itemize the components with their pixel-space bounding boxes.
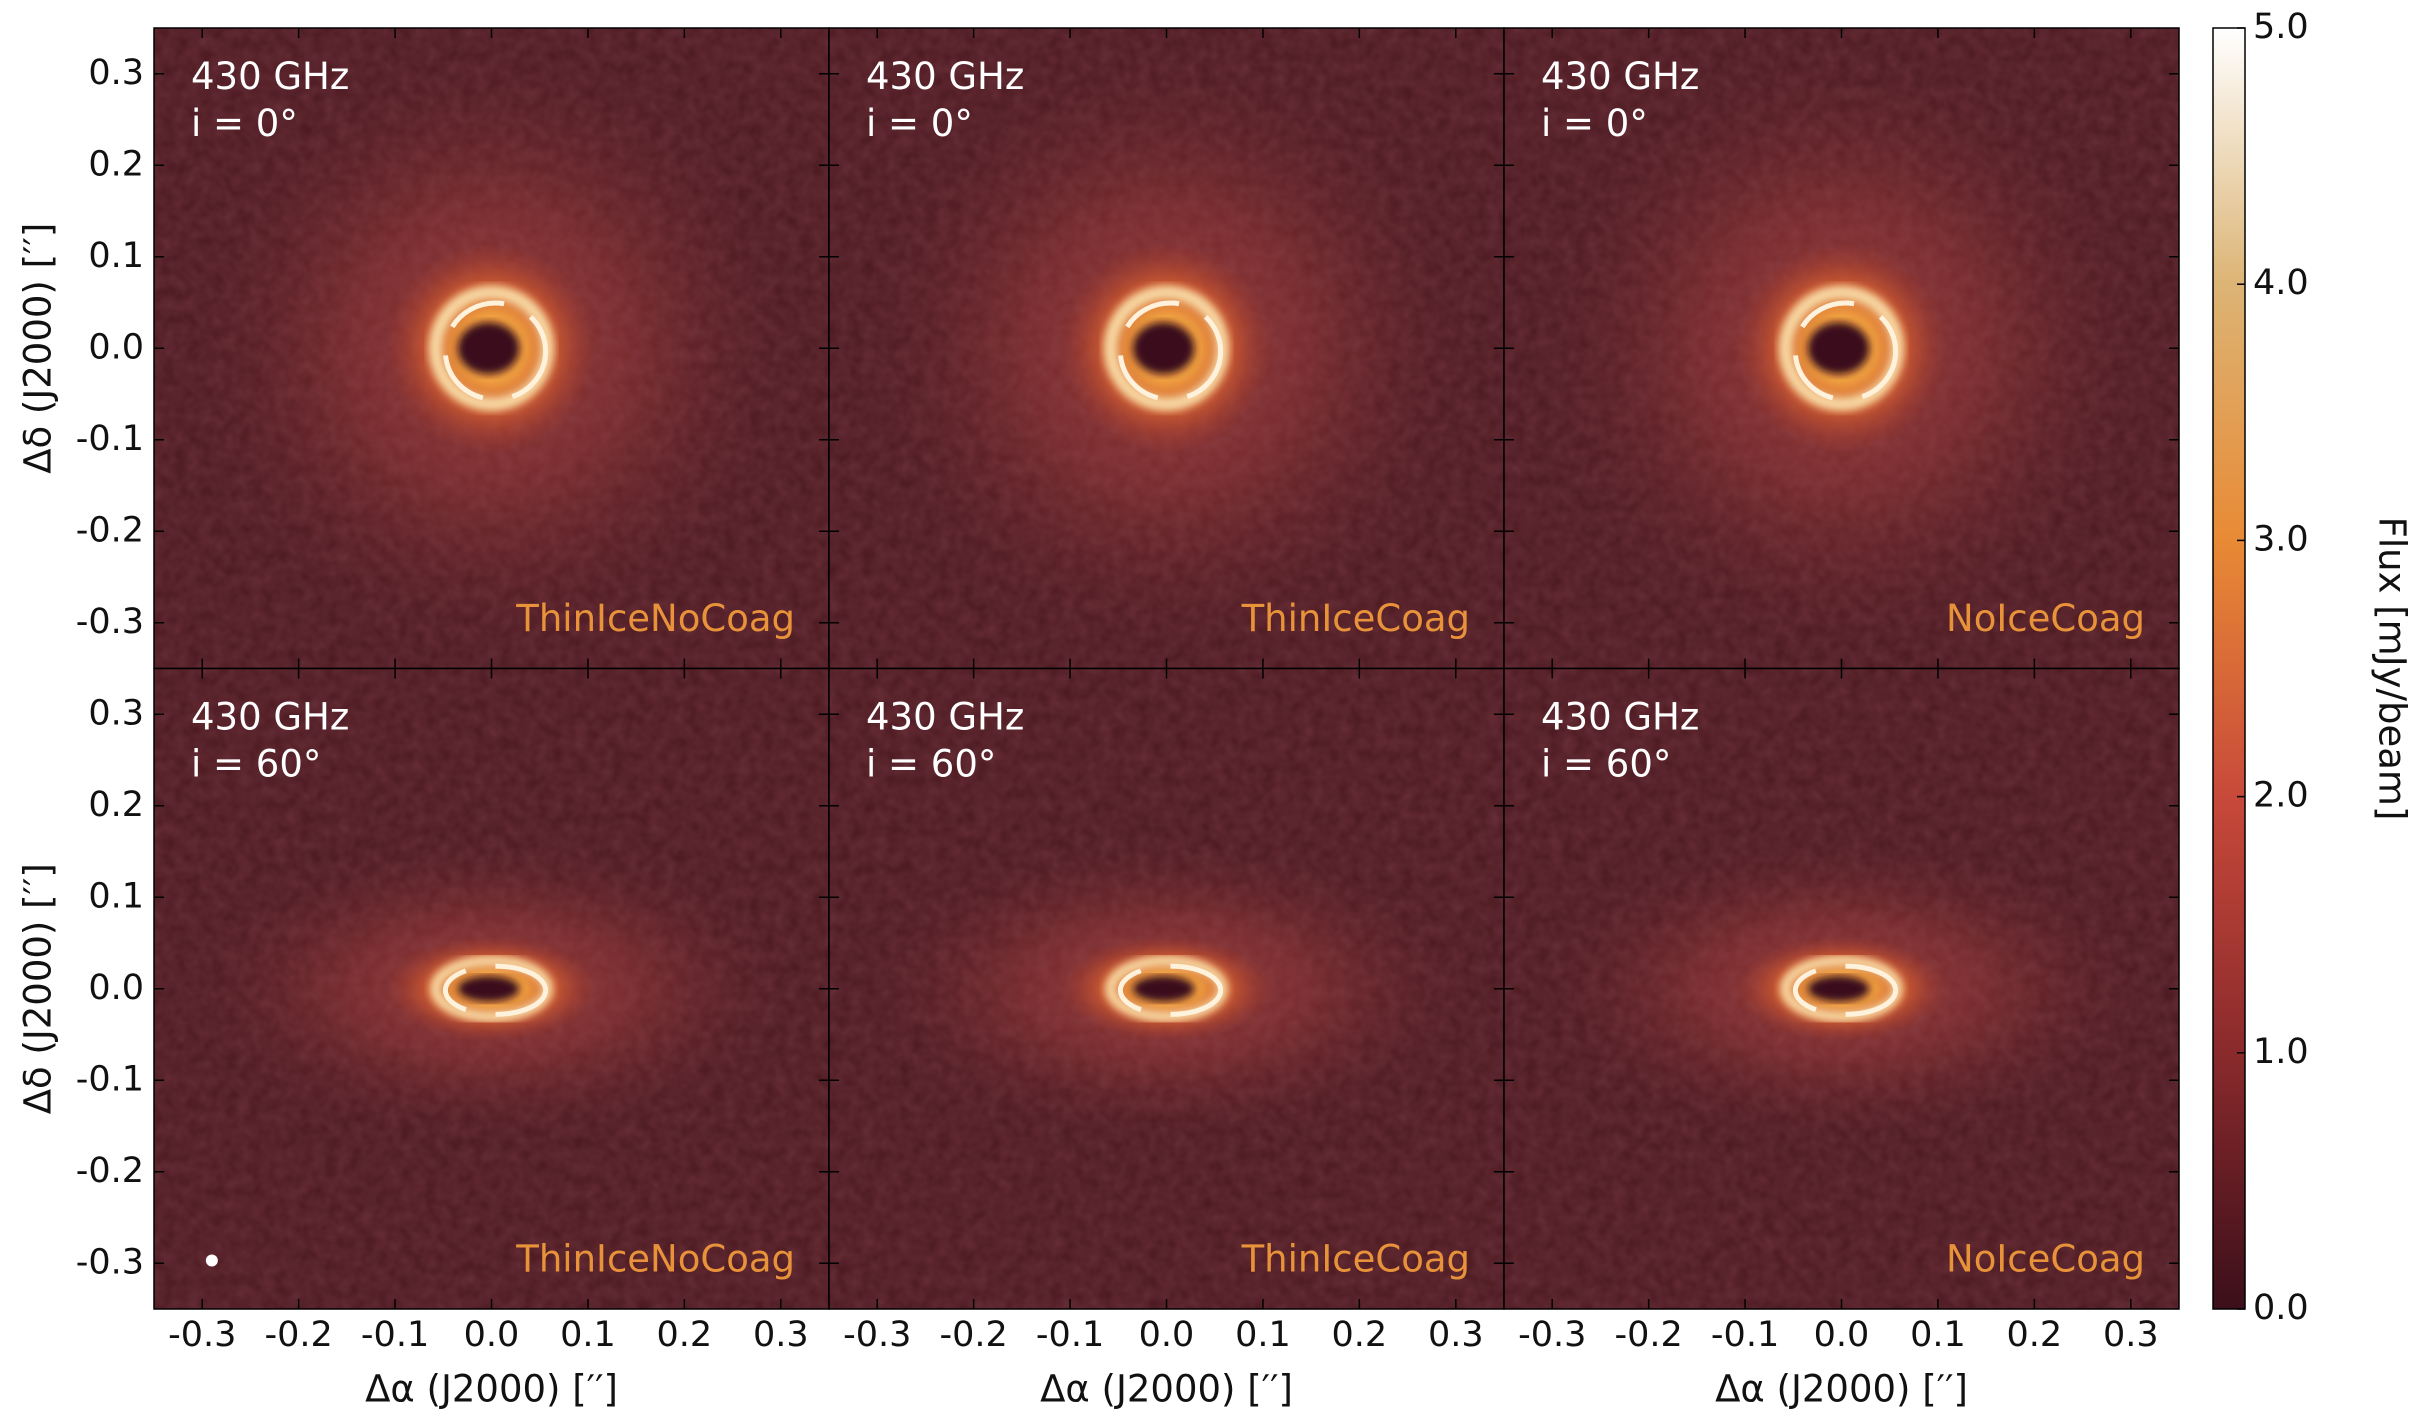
x-tick-label: 0.0 xyxy=(464,1315,520,1355)
cavity xyxy=(1807,322,1870,375)
y-tick-label: 0.2 xyxy=(88,144,144,184)
y-tick-label: -0.3 xyxy=(76,1242,144,1282)
inclination-label: i = 0° xyxy=(866,102,973,145)
y-axis-label: Δδ (J2000) [′′] xyxy=(17,223,60,474)
x-axis-label: Δα (J2000) [′′] xyxy=(1040,1368,1293,1411)
x-tick-label: 0.1 xyxy=(1910,1315,1966,1355)
frequency-label: 430 GHz xyxy=(1541,696,1699,739)
inclination-label: i = 60° xyxy=(191,743,321,786)
inclination-label: i = 0° xyxy=(191,102,298,145)
frequency-label: 430 GHz xyxy=(191,696,349,739)
y-tick-label: 0.0 xyxy=(88,968,144,1008)
y-tick-label: 0.0 xyxy=(88,327,144,367)
x-tick-label: 0.0 xyxy=(1814,1315,1870,1355)
y-tick-label: 0.2 xyxy=(88,785,144,825)
colorbar-label: Flux [mJy/beam] xyxy=(2371,517,2414,821)
ring-core xyxy=(1792,300,1899,402)
panel-image xyxy=(1504,28,2179,669)
beam xyxy=(205,1254,218,1267)
x-tick-label: -0.3 xyxy=(1518,1315,1586,1355)
ring-core xyxy=(1792,963,1899,1017)
x-axis-label: Δα (J2000) [′′] xyxy=(365,1368,618,1411)
model-label: ThinIceCoag xyxy=(1241,1238,1470,1281)
colorbar-tick-label: 0.0 xyxy=(2253,1288,2309,1328)
y-tick-label: -0.3 xyxy=(76,602,144,642)
x-tick-label: -0.3 xyxy=(168,1315,236,1355)
y-tick-label: -0.1 xyxy=(76,1059,144,1099)
x-tick-label: 0.3 xyxy=(753,1315,809,1355)
cavity xyxy=(1132,975,1195,1002)
cavity xyxy=(1132,322,1195,375)
panel-image xyxy=(154,668,829,1309)
model-label: NoIceCoag xyxy=(1946,1238,2145,1281)
x-tick-label: 0.1 xyxy=(560,1315,616,1355)
x-tick-label: -0.2 xyxy=(939,1315,1007,1355)
ring-core xyxy=(1117,300,1224,402)
y-tick-label: -0.2 xyxy=(76,1151,144,1191)
colorbar-tick-label: 5.0 xyxy=(2253,7,2309,47)
ring-core xyxy=(442,300,549,402)
colorbar xyxy=(2212,27,2246,1310)
x-tick-label: 0.3 xyxy=(2103,1315,2159,1355)
y-axis-label: Δδ (J2000) [′′] xyxy=(17,863,60,1114)
x-tick-label: 0.2 xyxy=(657,1315,713,1355)
x-tick-label: -0.2 xyxy=(264,1315,332,1355)
x-tick-label: -0.2 xyxy=(1614,1315,1682,1355)
colorbar-tick-label: 2.0 xyxy=(2253,776,2309,816)
x-tick-label: -0.3 xyxy=(843,1315,911,1355)
frequency-label: 430 GHz xyxy=(866,55,1024,98)
inclination-label: i = 60° xyxy=(866,743,996,786)
cavity xyxy=(457,975,520,1002)
y-tick-label: 0.3 xyxy=(88,53,144,93)
inclination-label: i = 60° xyxy=(1541,743,1671,786)
x-tick-label: 0.2 xyxy=(2007,1315,2063,1355)
colorbar-tick-label: 4.0 xyxy=(2253,263,2309,303)
x-tick-label: -0.1 xyxy=(1036,1315,1104,1355)
x-axis-label: Δα (J2000) [′′] xyxy=(1715,1368,1968,1411)
x-tick-label: -0.1 xyxy=(1711,1315,1779,1355)
y-tick-label: 0.3 xyxy=(88,693,144,733)
y-tick-label: 0.1 xyxy=(88,236,144,276)
ring-core xyxy=(442,963,549,1017)
panel-image xyxy=(1504,668,2179,1309)
x-tick-label: 0.0 xyxy=(1139,1315,1195,1355)
cavity xyxy=(457,322,520,375)
panel-image xyxy=(829,668,1504,1309)
y-tick-label: -0.1 xyxy=(76,419,144,459)
panel-image xyxy=(154,28,829,669)
colorbar-tick-label: 3.0 xyxy=(2253,519,2309,559)
model-label: NoIceCoag xyxy=(1946,597,2145,640)
x-tick-label: 0.1 xyxy=(1235,1315,1291,1355)
model-label: ThinIceNoCoag xyxy=(515,597,795,640)
model-label: ThinIceNoCoag xyxy=(515,1238,795,1281)
x-tick-label: 0.2 xyxy=(1332,1315,1388,1355)
model-label: ThinIceCoag xyxy=(1241,597,1470,640)
ring-core xyxy=(1117,963,1224,1017)
y-tick-label: 0.1 xyxy=(88,876,144,916)
panel-image xyxy=(829,28,1504,669)
frequency-label: 430 GHz xyxy=(1541,55,1699,98)
inclination-label: i = 0° xyxy=(1541,102,1648,145)
frequency-label: 430 GHz xyxy=(191,55,349,98)
frequency-label: 430 GHz xyxy=(866,696,1024,739)
colorbar-tick-label: 1.0 xyxy=(2253,1032,2309,1072)
cavity xyxy=(1807,975,1870,1002)
y-tick-label: -0.2 xyxy=(76,510,144,550)
x-tick-label: 0.3 xyxy=(1428,1315,1484,1355)
x-tick-label: -0.1 xyxy=(361,1315,429,1355)
